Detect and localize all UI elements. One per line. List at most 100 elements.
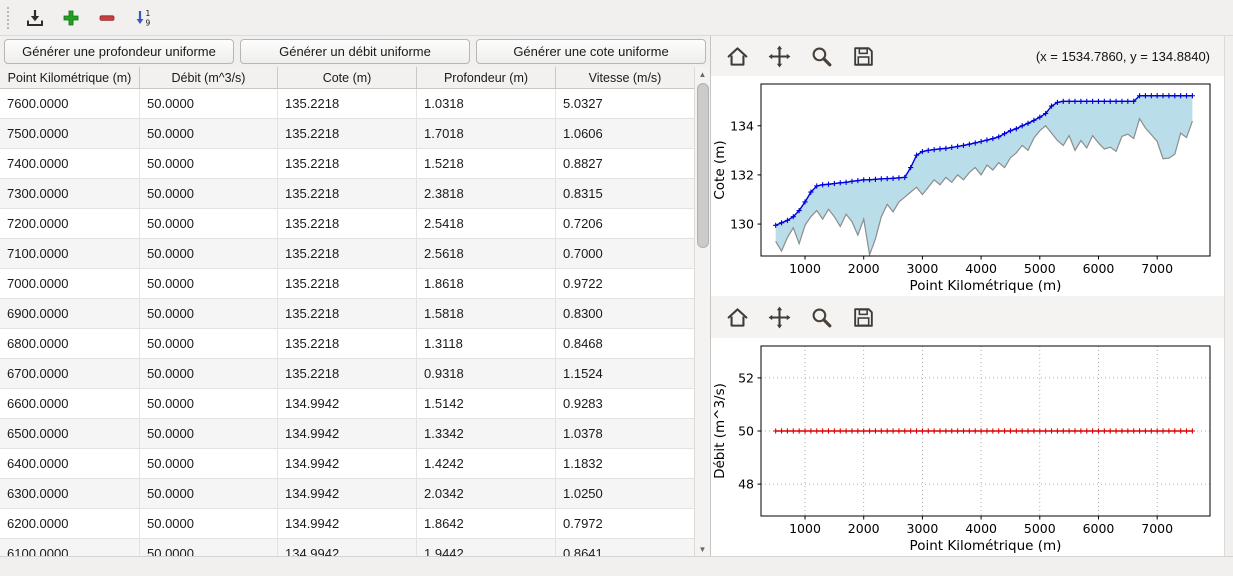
add-row-button[interactable]	[57, 4, 85, 32]
table-cell[interactable]: 134.9942	[278, 419, 417, 449]
table-cell[interactable]: 6900.0000	[0, 299, 140, 329]
debit-chart[interactable]: 1000 2000 3000 4000 5000 6000 7000 48 50 52 Point …	[711, 338, 1224, 556]
home-button[interactable]	[723, 303, 751, 331]
table-cell[interactable]: 1.1832	[556, 449, 694, 479]
table-cell[interactable]: 50.0000	[140, 239, 278, 269]
generate-uniform-depth-button[interactable]: Générer une profondeur uniforme	[4, 39, 234, 64]
sort-button[interactable]: 1 9	[129, 4, 157, 32]
table-cell[interactable]: 0.8300	[556, 299, 694, 329]
table-cell[interactable]: 1.0606	[556, 119, 694, 149]
table-cell[interactable]: 7400.0000	[0, 149, 140, 179]
column-header[interactable]: Point Kilométrique (m)	[0, 67, 140, 88]
table-cell[interactable]: 0.8468	[556, 329, 694, 359]
table-cell[interactable]: 135.2218	[278, 89, 417, 119]
table-cell[interactable]: 1.8642	[417, 509, 556, 539]
column-header[interactable]: Cote (m)	[278, 67, 417, 88]
table-cell[interactable]: 6600.0000	[0, 389, 140, 419]
table-cell[interactable]: 1.3118	[417, 329, 556, 359]
table-cell[interactable]: 6500.0000	[0, 419, 140, 449]
zoom-button[interactable]	[807, 303, 835, 331]
table-cell[interactable]: 0.8641	[556, 539, 694, 556]
table-cell[interactable]: 135.2218	[278, 239, 417, 269]
delete-row-button[interactable]	[93, 4, 121, 32]
cote-chart[interactable]: 1000 2000 3000 4000 5000 6000 7000 130 132 134 Poi…	[711, 76, 1224, 296]
table-cell[interactable]: 135.2218	[278, 119, 417, 149]
table-cell[interactable]: 50.0000	[140, 539, 278, 556]
table-cell[interactable]: 1.0318	[417, 89, 556, 119]
generate-uniform-flow-button[interactable]: Générer un débit uniforme	[240, 39, 470, 64]
generate-uniform-level-button[interactable]: Générer une cote uniforme	[476, 39, 706, 64]
table-cell[interactable]: 2.5418	[417, 209, 556, 239]
table-cell[interactable]: 2.0342	[417, 479, 556, 509]
table-row[interactable]: 7300.0000 50.0000 135.2218 2.3818 0.8315	[0, 179, 694, 209]
table-cell[interactable]: 50.0000	[140, 479, 278, 509]
table-cell[interactable]: 1.5218	[417, 149, 556, 179]
table-row[interactable]: 6800.0000 50.0000 135.2218 1.3118 0.8468	[0, 329, 694, 359]
column-header[interactable]: Vitesse (m/s)	[556, 67, 694, 88]
table-cell[interactable]: 134.9942	[278, 509, 417, 539]
pan-button[interactable]	[765, 42, 793, 70]
table-row[interactable]: 6100.0000 50.0000 134.9942 1.9442 0.8641	[0, 539, 694, 556]
table-vertical-scrollbar[interactable]: ▲ ▼	[694, 67, 710, 556]
scrollbar-down-arrow[interactable]: ▼	[698, 544, 707, 554]
table-cell[interactable]: 50.0000	[140, 359, 278, 389]
table-cell[interactable]: 135.2218	[278, 179, 417, 209]
table-cell[interactable]: 7500.0000	[0, 119, 140, 149]
table-cell[interactable]: 50.0000	[140, 149, 278, 179]
column-header[interactable]: Profondeur (m)	[417, 67, 556, 88]
table-cell[interactable]: 50.0000	[140, 209, 278, 239]
table-cell[interactable]: 134.9942	[278, 539, 417, 556]
table-cell[interactable]: 0.9722	[556, 269, 694, 299]
table-cell[interactable]: 7200.0000	[0, 209, 140, 239]
table-cell[interactable]: 1.5142	[417, 389, 556, 419]
table-cell[interactable]: 50.0000	[140, 449, 278, 479]
table-cell[interactable]: 5.0327	[556, 89, 694, 119]
table-cell[interactable]: 50.0000	[140, 179, 278, 209]
table-cell[interactable]: 6400.0000	[0, 449, 140, 479]
table-cell[interactable]: 1.8618	[417, 269, 556, 299]
table-cell[interactable]: 135.2218	[278, 359, 417, 389]
table-row[interactable]: 6700.0000 50.0000 135.2218 0.9318 1.1524	[0, 359, 694, 389]
table-row[interactable]: 7600.0000 50.0000 135.2218 1.0318 5.0327	[0, 89, 694, 119]
table-cell[interactable]: 1.1524	[556, 359, 694, 389]
table-cell[interactable]: 7600.0000	[0, 89, 140, 119]
save-figure-button[interactable]	[849, 42, 877, 70]
table-cell[interactable]: 50.0000	[140, 299, 278, 329]
table-cell[interactable]: 2.5618	[417, 239, 556, 269]
table-cell[interactable]: 50.0000	[140, 329, 278, 359]
table-cell[interactable]: 1.5818	[417, 299, 556, 329]
table-cell[interactable]: 2.3818	[417, 179, 556, 209]
table-cell[interactable]: 0.9283	[556, 389, 694, 419]
table-cell[interactable]: 134.9942	[278, 479, 417, 509]
table-cell[interactable]: 135.2218	[278, 209, 417, 239]
table-cell[interactable]: 50.0000	[140, 269, 278, 299]
table-row[interactable]: 6900.0000 50.0000 135.2218 1.5818 0.8300	[0, 299, 694, 329]
table-cell[interactable]: 50.0000	[140, 119, 278, 149]
zoom-button[interactable]	[807, 42, 835, 70]
scrollbar-track[interactable]	[695, 81, 711, 542]
table-cell[interactable]: 1.0378	[556, 419, 694, 449]
import-button[interactable]	[21, 4, 49, 32]
scrollbar-thumb[interactable]	[696, 83, 709, 248]
save-figure-button[interactable]	[849, 303, 877, 331]
right-panel-scroll-strip[interactable]	[1224, 36, 1233, 556]
table-row[interactable]: 7000.0000 50.0000 135.2218 1.8618 0.9722	[0, 269, 694, 299]
table-row[interactable]: 6500.0000 50.0000 134.9942 1.3342 1.0378	[0, 419, 694, 449]
table-cell[interactable]: 0.8827	[556, 149, 694, 179]
table-cell[interactable]: 1.9442	[417, 539, 556, 556]
table-row[interactable]: 7500.0000 50.0000 135.2218 1.7018 1.0606	[0, 119, 694, 149]
table-row[interactable]: 6300.0000 50.0000 134.9942 2.0342 1.0250	[0, 479, 694, 509]
table-row[interactable]: 7400.0000 50.0000 135.2218 1.5218 0.8827	[0, 149, 694, 179]
table-cell[interactable]: 1.4242	[417, 449, 556, 479]
table-row[interactable]: 7100.0000 50.0000 135.2218 2.5618 0.7000	[0, 239, 694, 269]
table-cell[interactable]: 135.2218	[278, 149, 417, 179]
pan-button[interactable]	[765, 303, 793, 331]
table-cell[interactable]: 50.0000	[140, 89, 278, 119]
table-cell[interactable]: 1.7018	[417, 119, 556, 149]
table-cell[interactable]: 6700.0000	[0, 359, 140, 389]
table-row[interactable]: 6200.0000 50.0000 134.9942 1.8642 0.7972	[0, 509, 694, 539]
table-cell[interactable]: 134.9942	[278, 389, 417, 419]
table-row[interactable]: 7200.0000 50.0000 135.2218 2.5418 0.7206	[0, 209, 694, 239]
table-cell[interactable]: 6300.0000	[0, 479, 140, 509]
table-cell[interactable]: 135.2218	[278, 269, 417, 299]
